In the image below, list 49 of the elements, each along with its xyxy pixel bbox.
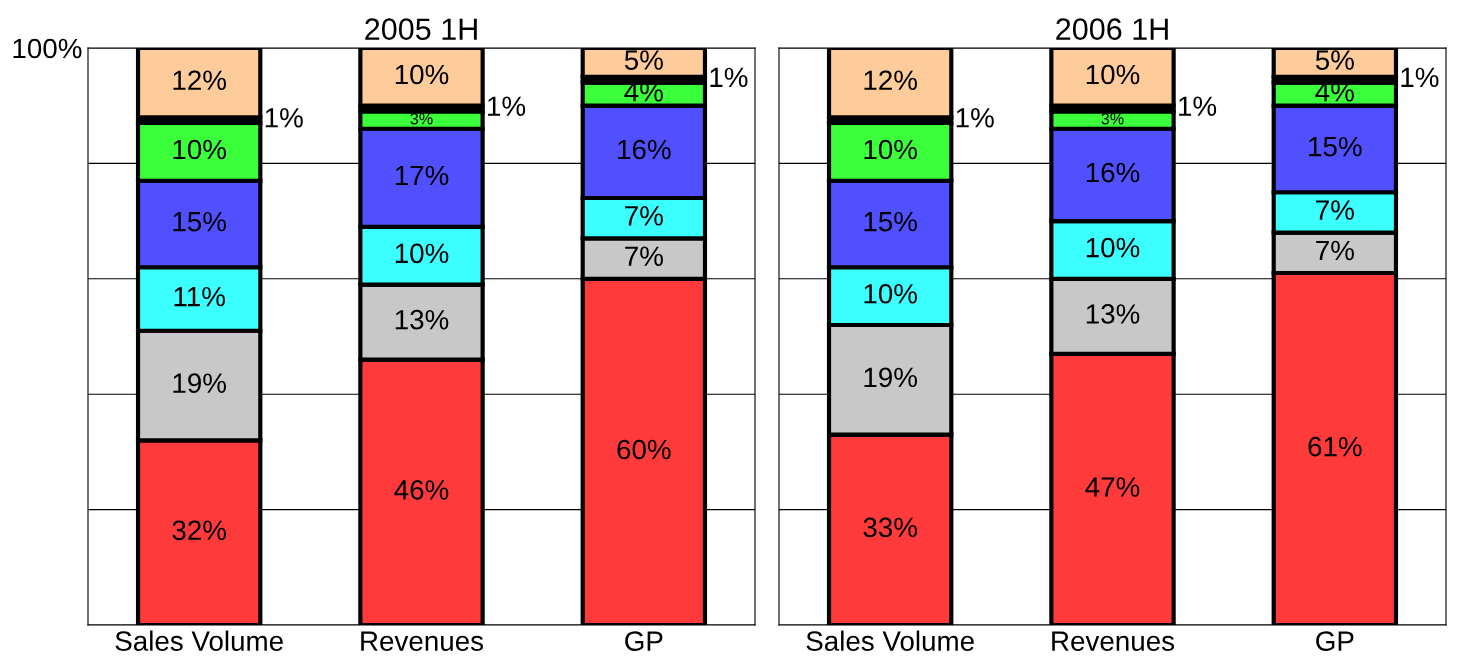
x-tick-label: Sales Volume bbox=[115, 630, 283, 651]
data-label: 1% bbox=[1401, 67, 1439, 88]
data-label: 10% bbox=[1086, 237, 1140, 258]
chart-title: 2006 1H bbox=[1056, 18, 1168, 40]
data-label: 10% bbox=[864, 139, 917, 160]
data-label: 1% bbox=[710, 67, 748, 88]
data-label: 1% bbox=[488, 96, 526, 116]
data-label: 19% bbox=[173, 373, 226, 393]
data-label: 1% bbox=[1179, 96, 1217, 116]
data-label: 5% bbox=[624, 50, 663, 70]
data-label: 12% bbox=[864, 70, 917, 90]
chart-title: 2005 1H bbox=[365, 18, 477, 40]
x-tick-label: Sales Volume bbox=[806, 630, 974, 651]
data-label: 15% bbox=[1309, 136, 1362, 157]
data-label: 12% bbox=[173, 70, 226, 90]
data-label: 16% bbox=[618, 139, 671, 160]
data-label: 5% bbox=[1315, 50, 1354, 70]
data-label: 3% bbox=[1101, 113, 1124, 125]
data-label: 15% bbox=[173, 211, 226, 232]
data-label: 7% bbox=[625, 206, 663, 226]
data-label: 10% bbox=[395, 243, 449, 264]
data-label: 15% bbox=[864, 211, 917, 232]
data-label: 7% bbox=[1316, 240, 1354, 261]
data-label: 10% bbox=[173, 139, 226, 160]
data-label: 19% bbox=[864, 367, 917, 388]
data-label: 46% bbox=[394, 480, 449, 500]
data-label: 17% bbox=[395, 165, 449, 186]
x-tick-label: GP bbox=[625, 631, 663, 651]
y-tick-label: 100% bbox=[13, 38, 82, 59]
data-label: 1% bbox=[956, 108, 994, 128]
data-label: 1% bbox=[265, 108, 303, 128]
data-label: 13% bbox=[395, 309, 449, 330]
data-label: 60% bbox=[617, 439, 671, 460]
data-label: 33% bbox=[863, 517, 917, 538]
x-tick-label: GP bbox=[1316, 631, 1354, 651]
x-tick-label: Revenues bbox=[361, 631, 484, 651]
data-label: 3% bbox=[410, 113, 433, 125]
data-label: 10% bbox=[864, 283, 917, 304]
data-label: 16% bbox=[1086, 162, 1140, 183]
data-label: 61% bbox=[1308, 436, 1362, 457]
data-label: 32% bbox=[172, 520, 226, 541]
data-label: 13% bbox=[1086, 304, 1140, 324]
data-label: 10% bbox=[395, 64, 449, 85]
x-tick-label: Revenues bbox=[1052, 631, 1175, 651]
data-label: 10% bbox=[1086, 64, 1140, 85]
data-label: 7% bbox=[625, 246, 663, 266]
data-label: 11% bbox=[174, 286, 225, 307]
data-label: 47% bbox=[1085, 477, 1140, 497]
data-label: 7% bbox=[1316, 200, 1354, 220]
